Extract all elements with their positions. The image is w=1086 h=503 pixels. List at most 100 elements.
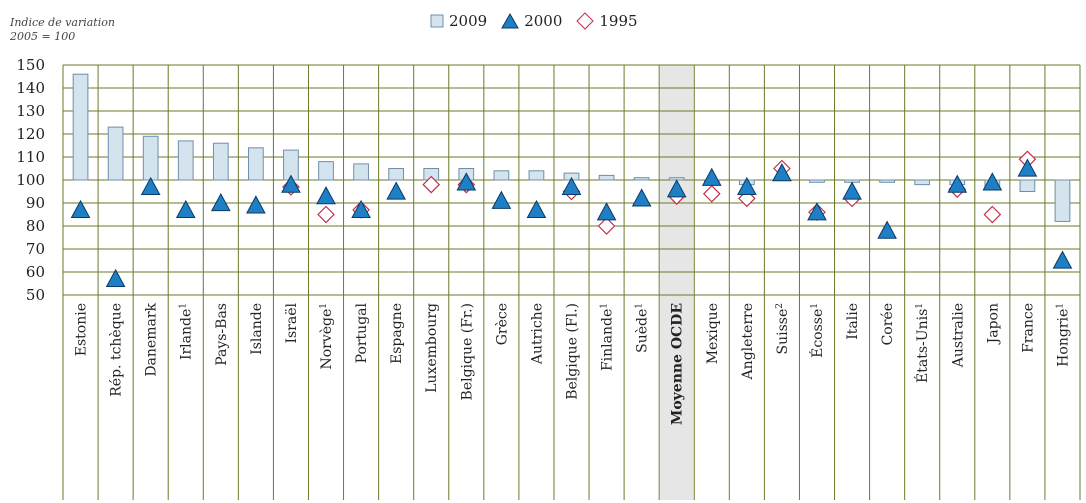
- point-2000: [772, 163, 792, 182]
- bar-2009: [528, 170, 545, 181]
- point-2000: [807, 202, 827, 221]
- point-2000: [737, 176, 757, 196]
- legend-label-1995: 1995: [599, 12, 638, 30]
- bar-2009: [809, 179, 825, 183]
- x-tick-label: Australie: [950, 303, 966, 368]
- point-2000: [140, 176, 161, 196]
- highlight-column: [660, 65, 694, 500]
- bar-2009: [72, 73, 89, 181]
- y-tick-label: 110: [16, 148, 45, 166]
- bar-2009: [493, 170, 510, 181]
- x-tick-footnote: 1: [1055, 303, 1065, 309]
- x-tick-footnote: 1: [810, 303, 820, 309]
- bar-2009: [107, 126, 124, 181]
- point-2000: [947, 174, 968, 193]
- point-1995: [597, 217, 616, 235]
- x-tick-label: France: [1020, 303, 1036, 353]
- legend-triangle-icon: [501, 13, 520, 29]
- point-1995: [983, 205, 1002, 224]
- x-tick-label: Belgique (Fl.): [565, 303, 581, 400]
- point-1995: [702, 184, 721, 203]
- legend: 2009 2000 1995: [430, 12, 652, 30]
- x-tick-label: Espagne: [389, 303, 405, 364]
- point-2000: [596, 202, 617, 221]
- x-tick-footnote: 2: [775, 303, 785, 309]
- y-axis-title: Indice de variation 2005 = 100: [10, 16, 115, 44]
- y-tick-label: 80: [26, 217, 45, 235]
- x-tick-label: Moyenne OCDE: [670, 303, 686, 425]
- x-tick-footnote: 1: [635, 303, 645, 309]
- x-tick-label: Israël: [284, 302, 300, 343]
- x-tick-label: Grèce: [494, 303, 510, 345]
- legend-bar-swatch: [430, 14, 444, 28]
- bar-2009: [177, 140, 194, 181]
- x-tick-label: États-Unis1: [913, 303, 931, 383]
- x-tick-label: Autriche: [529, 303, 545, 365]
- y-axis-title-line2: 2005 = 100: [10, 30, 76, 43]
- point-1995: [422, 175, 441, 194]
- x-tick-label: Suède1: [635, 303, 651, 353]
- y-tick-label: 50: [26, 286, 45, 304]
- point-1995: [317, 205, 335, 224]
- point-2000: [456, 172, 477, 191]
- point-2000: [701, 167, 722, 186]
- bar-2009: [353, 163, 369, 181]
- legend-item-2000: 2000: [501, 12, 562, 30]
- x-tick-label: Japon: [985, 303, 1001, 345]
- y-tick-label: 60: [26, 263, 45, 281]
- point-2000: [1017, 158, 1038, 177]
- x-tick-label: Italie: [845, 303, 861, 340]
- x-tick-label: Belgique (Fr.): [459, 303, 475, 400]
- bar-2009: [633, 177, 650, 181]
- legend-label-2000: 2000: [524, 12, 563, 30]
- x-tick-label: Hongrie1: [1055, 303, 1071, 367]
- bar-2009: [1054, 179, 1071, 222]
- point-2000: [246, 195, 266, 214]
- y-tick-label: 100: [16, 171, 45, 189]
- x-tick-label: Écosse1: [808, 303, 826, 358]
- x-tick-label: Rép. tchèque: [109, 303, 125, 397]
- bar-2009: [598, 174, 615, 181]
- point-2000: [351, 199, 371, 219]
- bar-2009: [248, 147, 264, 181]
- x-tick-label: Pays-Bas: [214, 303, 230, 366]
- x-tick-label: Islande: [249, 303, 265, 355]
- y-axis-title-line1: Indice de variation: [10, 16, 115, 29]
- x-tick-label: Portugal: [354, 302, 370, 363]
- x-tick-label: Mexique: [705, 303, 721, 364]
- x-tick-label: Corée: [880, 303, 896, 345]
- bar-2009: [879, 179, 895, 183]
- y-tick-label: 150: [16, 56, 45, 74]
- x-tick-label: Finlande1: [600, 303, 616, 371]
- x-tick-label: Estonie: [74, 303, 90, 356]
- point-2000: [105, 268, 126, 288]
- x-tick-label: Norvège1: [319, 303, 335, 370]
- legend-diamond-icon: [576, 12, 595, 30]
- point-2000: [1052, 250, 1073, 269]
- bar-2009: [318, 161, 334, 181]
- point-2000: [210, 192, 231, 212]
- point-2000: [561, 176, 582, 196]
- point-2000: [842, 181, 862, 200]
- bar-2009: [212, 142, 229, 181]
- y-tick-label: 90: [26, 194, 45, 212]
- y-tick-label: 140: [16, 79, 45, 97]
- point-2000: [386, 181, 406, 200]
- x-tick-label: Angleterre: [740, 303, 756, 380]
- point-2000: [316, 186, 336, 205]
- point-2000: [982, 172, 1003, 191]
- point-2000: [631, 188, 652, 207]
- bar-2009: [1019, 179, 1036, 192]
- x-tick-label: Luxembourg: [424, 303, 440, 393]
- x-tick-label: Suisse2: [775, 303, 791, 354]
- legend-item-1995: 1995: [576, 12, 638, 30]
- x-tick-footnote: 1: [915, 303, 925, 309]
- bar-2009: [388, 168, 405, 181]
- legend-label-2009: 2009: [449, 12, 488, 30]
- y-tick-label: 70: [26, 240, 45, 258]
- bar-2009: [914, 179, 931, 186]
- legend-item-2009: 2009: [430, 12, 487, 30]
- x-tick-footnote: 1: [179, 303, 189, 309]
- y-tick-label: 120: [16, 125, 45, 143]
